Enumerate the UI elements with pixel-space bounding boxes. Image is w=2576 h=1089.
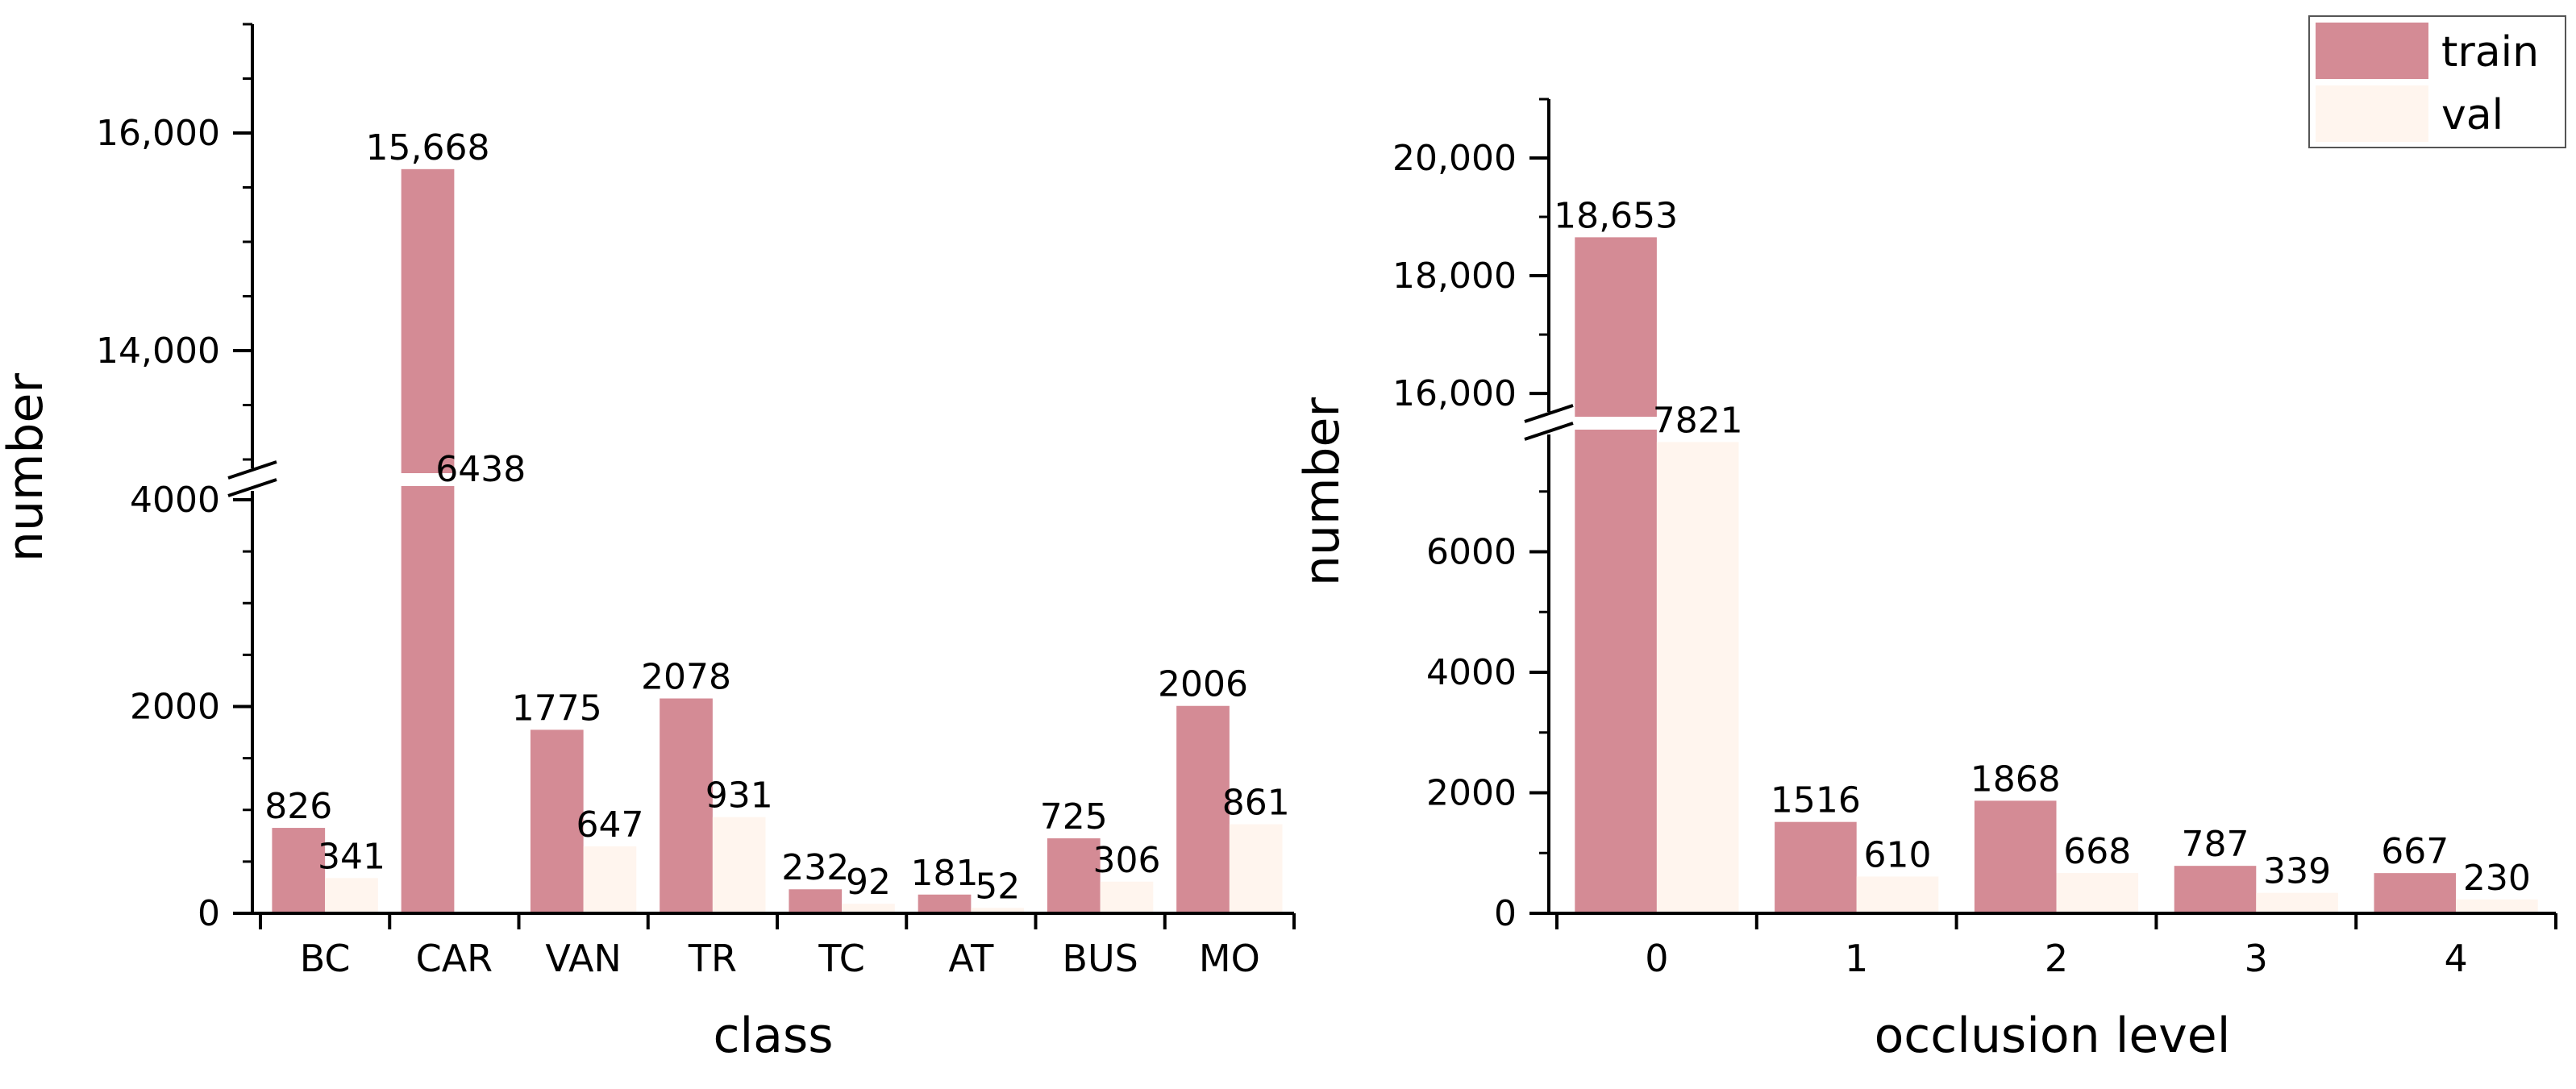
x-tick-label-0: 0 <box>1645 937 1668 980</box>
x-tick-label-2: 2 <box>2045 937 2068 980</box>
bar-val-2 <box>2056 873 2139 913</box>
axis-break-mark-upper <box>1524 404 1574 423</box>
x-tick-label-CAR: CAR <box>416 937 493 980</box>
bar-val-BC <box>325 878 378 913</box>
data-label-train-1: 1516 <box>1771 780 1861 821</box>
y-axis-title: number <box>1294 397 1350 587</box>
y-tick-label: 0 <box>198 893 220 934</box>
y-axis-title: number <box>0 373 54 563</box>
bar-val-0 <box>1656 442 1739 913</box>
data-label-val-0: 7821 <box>1653 400 1743 441</box>
x-tick-label-VAN: VAN <box>545 937 621 980</box>
legend-label-val: val <box>2441 91 2503 139</box>
y-tick-label: 0 <box>1494 893 1517 934</box>
y-tick-label: 2000 <box>1426 773 1517 814</box>
axis-break-mark-lower <box>1524 422 1574 441</box>
bar-val-TC <box>842 904 895 913</box>
y-tick-label: 20,000 <box>1392 138 1517 179</box>
data-label-val-4: 230 <box>2463 858 2531 899</box>
bar-train-0 <box>1575 237 1657 914</box>
data-label-val-TR: 931 <box>705 775 773 817</box>
data-label-train-BC: 826 <box>264 786 332 827</box>
data-label-train-TR: 2078 <box>641 656 731 697</box>
data-label-train-TC: 232 <box>781 847 849 888</box>
legend-swatch-val <box>2316 85 2428 142</box>
data-label-val-VAN: 647 <box>576 804 643 846</box>
data-label-train-4: 667 <box>2381 831 2449 872</box>
x-tick-label-4: 4 <box>2444 937 2467 980</box>
bar-train-TC <box>789 889 843 913</box>
bar-train-3 <box>2174 866 2257 913</box>
bar-train-1 <box>1775 821 1857 913</box>
bar-val-AT <box>971 908 1025 913</box>
x-tick-label-TC: TC <box>818 937 865 980</box>
data-label-val-1: 610 <box>1864 834 1932 875</box>
data-label-train-0: 18,653 <box>1554 195 1678 236</box>
bar-val-TR <box>712 817 766 913</box>
y-tick-label: 16,000 <box>96 113 220 154</box>
y-tick-label: 4000 <box>130 480 220 521</box>
bar-train-VAN <box>530 729 584 913</box>
data-label-train-3: 787 <box>2182 824 2249 865</box>
legend-swatch-train <box>2316 23 2428 79</box>
axis-break-mark-lower <box>227 478 277 497</box>
y-tick-label: 14,000 <box>96 330 220 372</box>
x-tick-label-BUS: BUS <box>1062 937 1138 980</box>
bar-train-TR <box>660 698 713 913</box>
y-tick-label: 16,000 <box>1392 373 1517 414</box>
data-label-train-VAN: 1775 <box>512 688 602 729</box>
x-axis-title: class <box>714 1008 834 1064</box>
x-axis-title: occlusion level <box>1875 1008 2231 1064</box>
bar-val-BUS <box>1100 881 1154 913</box>
bar-train-BUS <box>1047 838 1101 913</box>
bar-train-MO <box>1176 705 1230 913</box>
x-tick-label-3: 3 <box>2245 937 2268 980</box>
y-tick-label: 2000 <box>130 687 220 728</box>
x-tick-label-AT: AT <box>948 937 994 980</box>
data-label-val-BC: 341 <box>318 836 385 877</box>
data-label-train-BUS: 725 <box>1040 796 1108 838</box>
x-tick-label-1: 1 <box>1845 937 1868 980</box>
x-tick-label-TR: TR <box>688 937 737 980</box>
data-label-train-AT: 181 <box>911 853 979 894</box>
data-label-val-2: 668 <box>2063 831 2131 872</box>
bar-train-AT <box>918 894 972 913</box>
bar-val-3 <box>2256 892 2338 913</box>
bar-train-4 <box>2374 873 2457 913</box>
x-tick-label-MO: MO <box>1199 937 1260 980</box>
data-label-val-CAR: 6438 <box>435 449 526 490</box>
bar-train-BC <box>272 828 326 913</box>
data-label-val-MO: 861 <box>1222 783 1290 824</box>
bar-val-4 <box>2456 899 2538 913</box>
data-label-val-3: 339 <box>2263 851 2331 892</box>
data-label-val-AT: 52 <box>975 866 1020 907</box>
axis-break-gap <box>254 473 1296 486</box>
bar-val-1 <box>1856 876 1939 913</box>
bar-train-2 <box>1974 800 2057 913</box>
bar-train-CAR <box>401 168 455 913</box>
bar-val-MO <box>1229 824 1283 913</box>
data-label-val-BUS: 306 <box>1092 840 1160 881</box>
y-tick-label: 18,000 <box>1392 256 1517 297</box>
legend: train val <box>2308 15 2566 148</box>
data-label-train-MO: 2006 <box>1158 664 1248 705</box>
data-label-val-TC: 92 <box>846 862 891 903</box>
y-tick-label: 4000 <box>1426 652 1517 693</box>
bar-val-VAN <box>583 846 637 913</box>
y-tick-label: 6000 <box>1426 532 1517 573</box>
axis-break-mark-upper <box>227 460 277 480</box>
data-label-train-2: 1868 <box>1970 759 2061 800</box>
x-tick-label-BC: BC <box>300 937 351 980</box>
legend-label-train: train <box>2441 28 2539 77</box>
axis-break-gap <box>1550 417 2557 430</box>
data-label-train-CAR: 15,668 <box>366 127 490 168</box>
